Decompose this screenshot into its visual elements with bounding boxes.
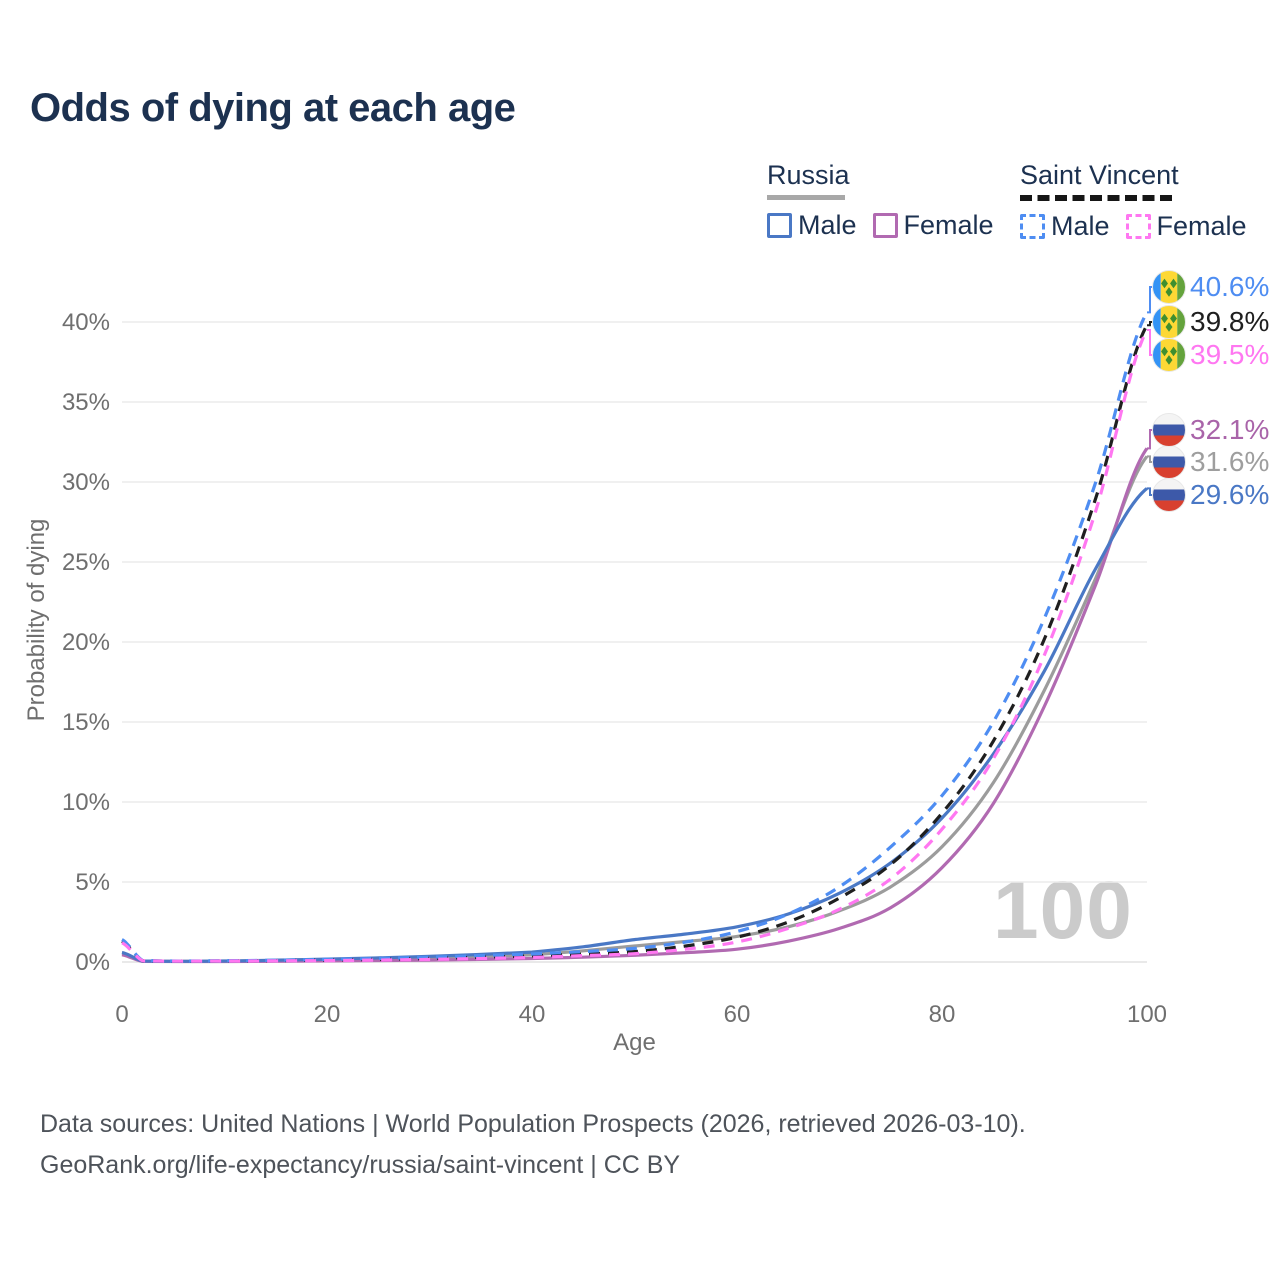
end-label-connector — [1147, 286, 1153, 314]
legend-underline-russia — [767, 195, 845, 200]
legend-item-russia-male[interactable]: Male — [767, 210, 857, 241]
saint-vincent-flag-icon — [1152, 305, 1186, 339]
y-axis-tick-label: 20% — [62, 629, 110, 656]
footer-sources: Data sources: United Nations | World Pop… — [40, 1110, 1026, 1138]
legend-underline-saint-vincent — [1020, 195, 1172, 201]
y-axis-tick-label: 10% — [62, 789, 110, 816]
y-axis-tick-label: 40% — [62, 309, 110, 336]
russia-female-swatch-icon — [872, 213, 898, 238]
footer: Data sources: United Nations | World Pop… — [40, 1104, 1026, 1186]
y-axis-tick-label: 25% — [62, 549, 110, 576]
end-label-connector — [1147, 429, 1153, 450]
x-axis-tick-label: 100 — [1127, 1001, 1167, 1028]
end-label-connector — [1147, 329, 1153, 356]
x-axis-title: Age — [613, 1029, 656, 1056]
end-label-connector — [1147, 321, 1153, 327]
end-value-label: 39.5% — [1190, 339, 1269, 370]
legend-item-russia-female[interactable]: Female — [872, 210, 994, 241]
saint-vincent-flag-icon — [1152, 270, 1186, 304]
legend-item-label: Female — [903, 210, 994, 240]
x-axis-tick-label: 0 — [115, 1001, 128, 1028]
line-russia-female — [121, 447, 1149, 964]
end-value-label: 31.6% — [1190, 446, 1269, 477]
legend-item-saint-vincent-female[interactable]: Female — [1125, 211, 1247, 242]
end-value-label: 40.6% — [1190, 271, 1269, 302]
y-axis-tick-label: 15% — [62, 709, 110, 736]
end-value-label: 32.1% — [1190, 414, 1269, 445]
end-value-label: 39.8% — [1190, 306, 1269, 337]
legend-item-label: Male — [798, 210, 857, 240]
end-value-label: 29.6% — [1190, 479, 1269, 510]
line-saint-vincent-both — [121, 324, 1149, 963]
legend-item-saint-vincent-male[interactable]: Male — [1020, 211, 1110, 242]
x-axis-tick-label: 20 — [314, 1001, 341, 1028]
age-counter-watermark: 100 — [993, 865, 1133, 956]
y-axis-tick-label: 35% — [62, 389, 110, 416]
legend-group-russia: Russia Male Female — [767, 160, 1010, 241]
line-saint-vincent-male — [121, 311, 1149, 963]
saint-vincent-male-swatch-icon — [1020, 214, 1045, 239]
end-label-connector — [1147, 487, 1153, 496]
end-label-connector — [1147, 455, 1153, 463]
x-axis-tick-label: 40 — [519, 1001, 546, 1028]
legend-heading-saint-vincent: Saint Vincent — [1020, 160, 1179, 190]
y-axis-tick-label: 30% — [62, 469, 110, 496]
russia-male-swatch-icon — [767, 213, 792, 238]
x-axis-tick-label: 60 — [724, 1001, 751, 1028]
line-russia-both — [121, 455, 1149, 963]
y-axis-tick-label: 5% — [75, 869, 110, 896]
legend-item-label: Female — [1156, 211, 1247, 241]
page-title: Odds of dying at each age — [30, 86, 516, 130]
saint-vincent-flag-icon — [1152, 338, 1186, 372]
footer-attribution: GeoRank.org/life-expectancy/russia/saint… — [40, 1151, 681, 1179]
y-axis-title: Probability of dying — [23, 519, 50, 722]
legend-item-label: Male — [1051, 211, 1110, 241]
legend-group-saint-vincent: Saint Vincent Male Female — [1020, 160, 1263, 242]
russia-flag-icon — [1152, 478, 1186, 512]
line-russia-male — [121, 487, 1149, 963]
line-saint-vincent-female — [121, 329, 1149, 963]
russia-flag-icon — [1152, 445, 1186, 479]
saint-vincent-female-swatch-icon — [1125, 214, 1151, 239]
legend-heading-russia: Russia — [767, 160, 850, 190]
y-axis-tick-label: 0% — [75, 949, 110, 976]
russia-flag-icon — [1152, 413, 1186, 447]
x-axis-tick-label: 80 — [929, 1001, 956, 1028]
